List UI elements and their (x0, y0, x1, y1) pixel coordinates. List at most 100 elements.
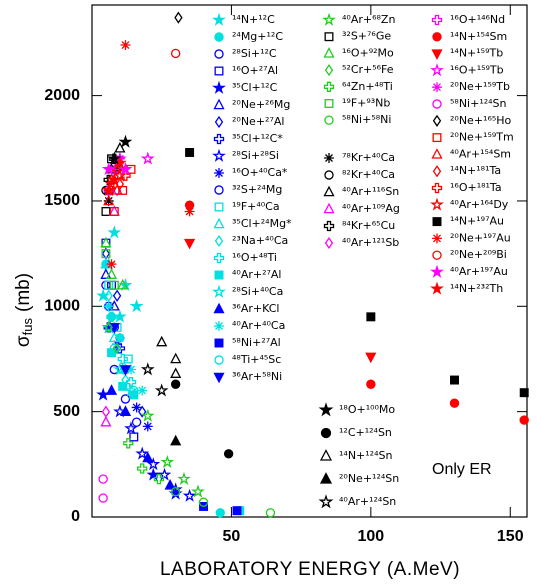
data-point (101, 183, 116, 197)
legend-label: ²³Na+⁴⁰Ca (232, 234, 288, 247)
legend-label: ¹⁴N+¹⁸¹Ta (450, 164, 501, 177)
marker (318, 402, 334, 417)
data-point (100, 268, 112, 279)
legend-label: ⁴⁰Ar+⁴⁰Ca (232, 319, 285, 332)
legend-label: ⁵²Cr+⁵⁶Fe (342, 63, 394, 76)
x-tick-label: 50 (223, 528, 241, 545)
data-point (185, 148, 195, 157)
data-point (104, 289, 113, 302)
legend-label: ¹⁶O+¹⁴⁶Nd (450, 13, 505, 26)
marker (323, 81, 335, 92)
marker (213, 252, 225, 264)
data-point (156, 335, 168, 347)
data-point (101, 162, 116, 176)
data-point (103, 196, 114, 206)
data-point (215, 508, 225, 518)
marker (432, 133, 442, 143)
marker (213, 98, 225, 110)
data-point (142, 451, 154, 463)
marker (432, 165, 442, 178)
data-point (129, 432, 139, 442)
legend-label: ⁴⁰Ar+¹⁵⁴Sm (450, 147, 511, 160)
legend-label: ²⁸Si+²⁸Si (232, 149, 279, 162)
legend-label: ⁵⁸Ni+⁵⁸Ni (342, 113, 391, 126)
y-tick-label: 1500 (44, 192, 80, 209)
marker (213, 217, 225, 229)
data-point (100, 257, 112, 269)
data-point (109, 343, 120, 354)
data-point (265, 508, 276, 518)
legend-label: ¹⁴N+¹⁵⁹Tb (450, 47, 503, 60)
legend-label: ³⁵Cl+¹²C (232, 81, 278, 94)
data-point (154, 383, 169, 397)
legend-label: ¹⁴N+¹⁹⁷Au (450, 215, 504, 228)
y-tick-label: 2000 (44, 87, 80, 104)
plot-frame (91, 4, 528, 518)
data-point (119, 405, 132, 416)
y-tick-label: 500 (53, 403, 80, 420)
data-point (114, 332, 125, 343)
data-point (160, 454, 175, 469)
data-point (124, 421, 138, 435)
legend-label: ¹⁴N+¹²⁴Sn (339, 449, 392, 462)
legend-label: ¹⁹F+⁴⁰Ca (232, 200, 280, 213)
marker (214, 321, 224, 331)
legend-label: ¹⁹F+⁹³Nb (342, 97, 390, 110)
marker (213, 133, 225, 145)
data-point (131, 417, 142, 427)
legend-label: ³⁵Cl+¹²C* (232, 132, 283, 145)
marker (323, 185, 335, 197)
data-point (177, 471, 191, 485)
marker (213, 372, 225, 384)
data-point (120, 394, 131, 404)
data-point (124, 383, 138, 397)
legend-label: ¹⁶O+⁹²Mo (342, 46, 394, 59)
data-point (153, 473, 165, 485)
y-label-symbol: σ (13, 335, 34, 347)
data-point (100, 236, 112, 248)
marker (324, 236, 334, 250)
data-point (98, 474, 108, 484)
marker (323, 46, 335, 58)
data-point (104, 321, 113, 334)
legend-label: ³²S+²⁴Mg (232, 183, 282, 196)
data-point (111, 184, 123, 195)
data-point (174, 11, 183, 24)
legend-label: ¹⁶O+¹⁸¹Ta (450, 181, 502, 194)
y-label-subscript: fus (20, 317, 35, 335)
legend-label: ³⁶Ar+⁵⁸Ni (232, 370, 282, 383)
data-point (170, 434, 182, 446)
data-point (101, 207, 111, 216)
legend-label: ²⁰Ne+¹⁵⁹Tm (450, 131, 514, 144)
data-point (170, 48, 181, 59)
marker (214, 49, 224, 59)
data-point (170, 367, 182, 378)
legend-label: ⁴⁰Ar+¹¹⁶Sn (342, 185, 399, 198)
marker (431, 49, 443, 61)
marker (430, 281, 444, 295)
data-point (135, 446, 150, 460)
marker (431, 182, 443, 194)
data-point (140, 362, 155, 376)
x-axis-label: LABORATORY ENERGY (A.MeV) (160, 559, 460, 580)
legend-label: ⁸⁴Kr+⁶⁵Cu (342, 219, 395, 232)
data-point (449, 398, 460, 408)
data-point (103, 194, 115, 206)
data-point (98, 493, 108, 503)
data-point (450, 375, 459, 385)
data-point (118, 381, 128, 391)
data-point (191, 484, 205, 498)
legend-label: ¹⁴N+¹⁵⁴Sm (450, 30, 507, 43)
data-point (123, 438, 134, 449)
data-point (182, 488, 197, 502)
marker (214, 32, 224, 42)
data-point (108, 300, 120, 311)
legend-label: ⁴⁰Ar+¹²⁴Sn (339, 495, 396, 508)
marker (214, 270, 224, 280)
legend-label: ²⁰Ne+²⁶Mg (232, 98, 290, 111)
data-point (109, 207, 119, 216)
data-point (140, 151, 155, 165)
marker (214, 234, 224, 248)
marker (212, 80, 226, 94)
data-point (117, 353, 128, 365)
